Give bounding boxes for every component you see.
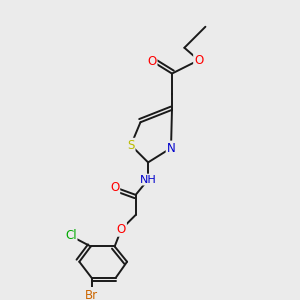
Text: NH: NH xyxy=(140,175,157,184)
Text: O: O xyxy=(194,54,203,67)
Text: Cl: Cl xyxy=(65,230,76,242)
Text: Br: Br xyxy=(85,289,98,300)
Text: N: N xyxy=(167,142,176,154)
Text: O: O xyxy=(117,223,126,236)
Text: O: O xyxy=(147,55,157,68)
Text: O: O xyxy=(110,181,119,194)
Text: S: S xyxy=(127,139,135,152)
